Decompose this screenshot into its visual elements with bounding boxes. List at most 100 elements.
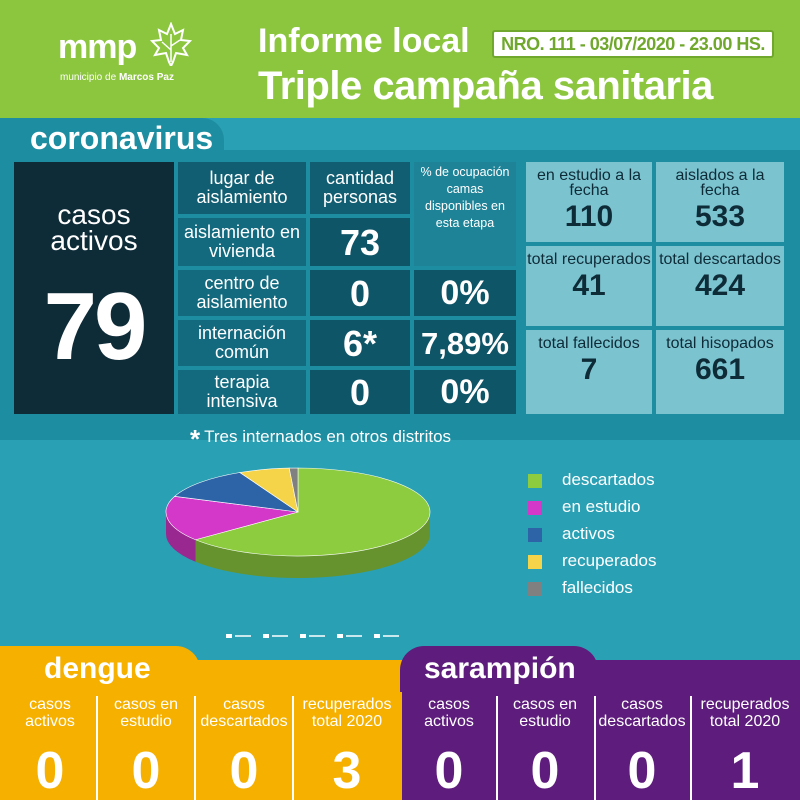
cases-pie-chart — [165, 467, 431, 578]
active-cases-count: 79 — [43, 273, 148, 380]
sarampion-value: 0 — [434, 742, 464, 800]
divider — [292, 696, 294, 800]
stat-label: total fallecidos — [538, 335, 640, 352]
pie-tops — [165, 467, 431, 557]
legend-label: activos — [562, 524, 615, 543]
dengue-discarded: casos descartados 0 — [196, 694, 292, 798]
active-label-line2: activos — [50, 225, 138, 256]
stat-value: 533 — [694, 200, 746, 233]
sarampion-active: casos activos 0 — [404, 694, 494, 798]
stat-value: 661 — [694, 353, 746, 386]
active-cases-box: casos activos 79 — [14, 162, 174, 414]
row-occupancy-icu: 0% — [414, 370, 516, 414]
mini-legend-line — [383, 635, 399, 637]
report-subtitle: Triple campaña sanitaria — [258, 64, 713, 108]
legend-swatch — [528, 501, 542, 515]
header-quantity: cantidad personas — [310, 162, 410, 214]
mini-legend-dot — [300, 634, 306, 638]
stat-value: 110 — [564, 200, 614, 233]
asterisk-icon: * — [190, 424, 201, 454]
municipality-logo: mmp municipio de Marcos Paz — [58, 22, 228, 92]
dengue-value: 0 — [131, 742, 161, 800]
mini-legend-line — [235, 635, 251, 637]
dengue-value: 0 — [35, 742, 65, 800]
stat-swabbed: total hisopados 661 — [656, 330, 784, 414]
sarampion-value: 1 — [730, 742, 760, 800]
report-info-badge: NRO. 111 - 03/07/2020 - 23.00 HS. — [492, 30, 774, 58]
header-place: lugar de aislamiento — [178, 162, 306, 214]
divider — [690, 696, 692, 800]
dengue-label: casos activos — [25, 696, 75, 730]
logo-sub-prefix: municipio de — [60, 72, 117, 83]
stat-value: 7 — [580, 353, 598, 386]
mini-legend-item — [374, 634, 399, 638]
sarampion-value: 0 — [530, 742, 560, 800]
mini-legend-item — [263, 634, 288, 638]
sarampion-in-study: casos en estudio 0 — [498, 694, 592, 798]
footnote-text: Tres internados en otros distritos — [204, 427, 452, 446]
mini-legend-line — [272, 635, 288, 637]
dengue-tab — [0, 646, 200, 692]
dengue-recovered: recuperados total 2020 3 — [294, 694, 400, 798]
row-place-ward: internación común — [178, 320, 306, 366]
pie-sides — [166, 512, 430, 578]
dengue-label: casos en estudio — [113, 696, 179, 730]
row-quantity-icu: 0 — [310, 370, 410, 414]
divider — [194, 696, 196, 800]
dengue-label: casos descartados — [200, 696, 288, 730]
header-banner — [0, 0, 800, 118]
pie-slice-en-estudio — [165, 496, 299, 541]
divider — [594, 696, 596, 800]
coronavirus-tab — [0, 118, 224, 160]
dengue-label: recuperados total 2020 — [302, 696, 392, 730]
row-quantity-home: 73 — [310, 218, 410, 266]
stat-label: en estudio a la fecha — [536, 167, 642, 199]
logo-text: mmp — [58, 28, 137, 66]
coronavirus-title: coronavirus — [30, 120, 214, 156]
active-cases-label: casos activos — [14, 199, 174, 256]
stat-discarded: total descartados 424 — [656, 246, 784, 326]
divider — [496, 696, 498, 800]
mini-legend-dot — [226, 634, 232, 638]
sarampion-discarded: casos descartados 0 — [594, 694, 690, 798]
mini-legend-dot — [374, 634, 380, 638]
dengue-title: dengue — [44, 652, 151, 685]
mini-legend-item — [300, 634, 325, 638]
pie-slice-descartados — [194, 467, 431, 557]
leaf-icon — [150, 22, 192, 66]
sarampion-label: recuperados total 2020 — [700, 696, 790, 730]
dengue-value: 3 — [332, 742, 362, 800]
legend-swatch — [528, 555, 542, 569]
legend-swatch — [528, 474, 542, 488]
stat-value: 41 — [572, 269, 606, 302]
active-label-line1: casos — [57, 199, 131, 230]
logo-sub-strong: Marcos Paz — [118, 72, 174, 83]
pie-slice-side-descartados — [195, 512, 430, 578]
stat-value: 424 — [694, 269, 746, 302]
mini-legend-dot — [263, 634, 269, 638]
sarampion-tab — [400, 646, 598, 692]
header-occupancy: % de ocupación camas disponibles en esta… — [414, 162, 516, 266]
legend-label: descartados — [562, 470, 655, 489]
dengue-value: 0 — [229, 742, 259, 800]
legend-label: en estudio — [562, 497, 641, 516]
row-quantity-ward: 6* — [310, 320, 410, 366]
mini-legend — [226, 634, 399, 638]
mini-legend-item — [226, 634, 251, 638]
stat-label: aislados a la fecha — [675, 167, 765, 199]
logo-subtitle: municipio de Marcos Paz — [60, 72, 174, 83]
mini-legend-item — [337, 634, 362, 638]
row-place-icu: terapia intensiva — [178, 370, 306, 414]
mini-legend-line — [309, 635, 325, 637]
sarampion-recovered: recuperados total 2020 1 — [692, 694, 798, 798]
sarampion-value: 0 — [627, 742, 657, 800]
pie-slice-activos — [173, 472, 299, 513]
dengue-in-study: casos en estudio 0 — [100, 694, 192, 798]
legend-swatch — [528, 528, 542, 542]
stat-label: total recuperados — [527, 251, 651, 268]
sarampion-label: casos activos — [424, 696, 474, 730]
legend-label: recuperados — [562, 551, 657, 570]
legend-swatch — [528, 582, 542, 596]
row-occupancy-center: 0% — [414, 270, 516, 316]
stat-recovered: total recuperados 41 — [526, 246, 652, 326]
